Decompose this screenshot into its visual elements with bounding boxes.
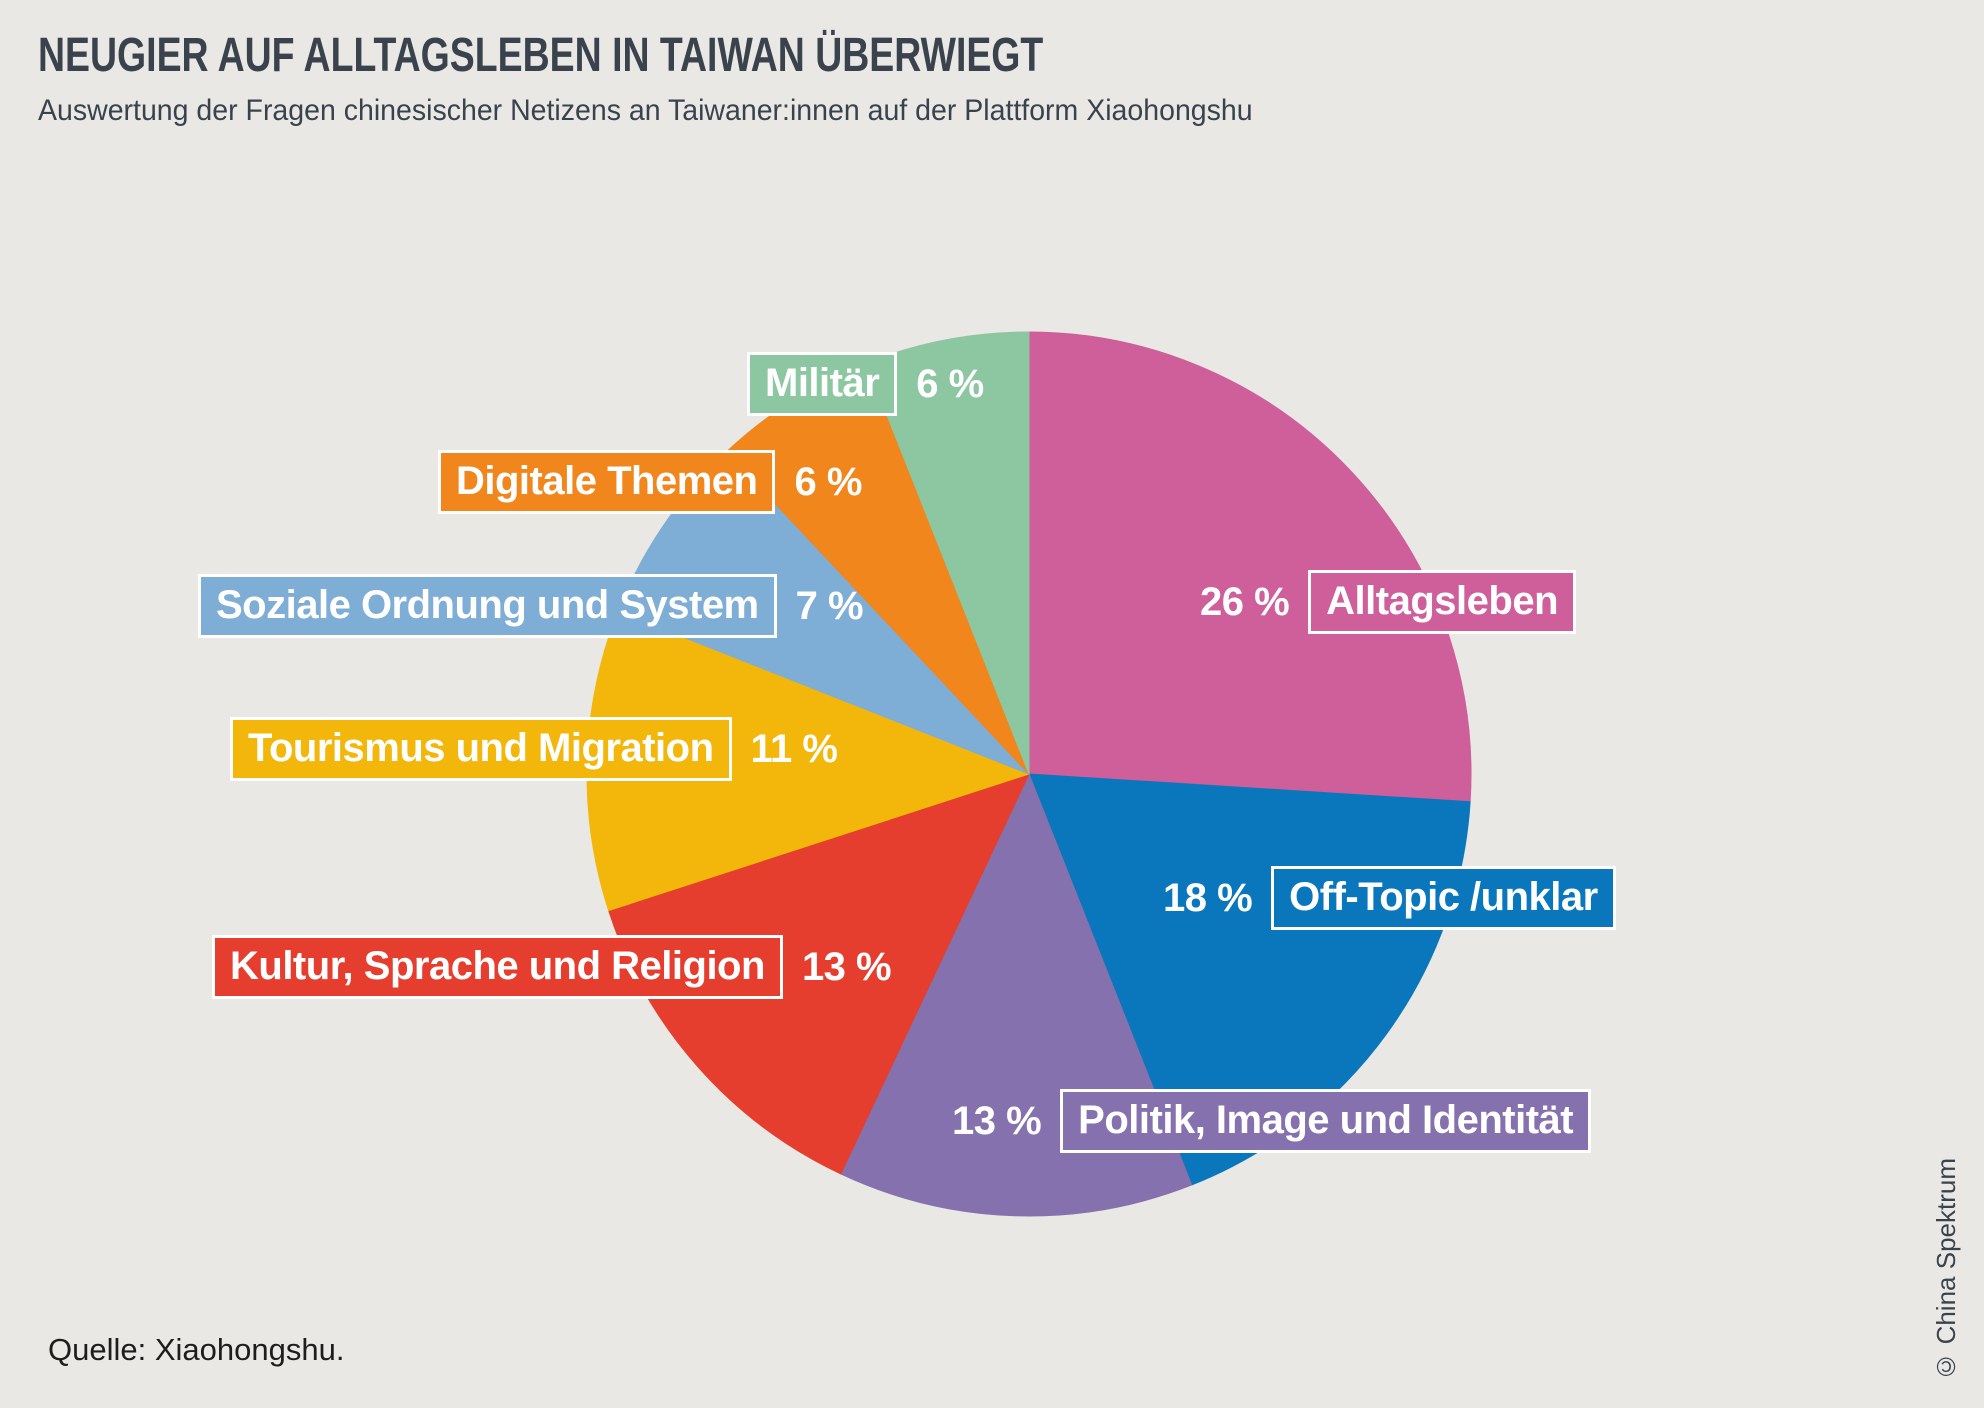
percent-value-tourismus: 11 % [750,726,838,771]
category-tag-politik: Politik, Image und Identität [1060,1089,1592,1153]
pie-slice-0 [1028,331,1472,803]
percent-value-off-topic: 18 % [1163,875,1253,920]
pie-label-politik: 13 % Politik, Image und Identität [952,1089,1592,1153]
source-note: Quelle: Xiaohongshu. [48,1332,345,1367]
pie-label-digitale-themen: Digitale Themen 6 % [438,450,862,514]
percent-value-militaer: 6 % [916,361,984,406]
percent-value-alltagsleben: 26 % [1200,579,1290,624]
pie-label-tourismus: Tourismus und Migration 11 % [230,717,838,781]
percent-value-politik: 13 % [952,1098,1042,1143]
percent-value-kultur: 13 % [801,944,892,989]
pie-label-militaer: Militär 6 % [747,352,984,416]
category-tag-tourismus: Tourismus und Migration [230,717,732,781]
category-tag-militaer: Militär [747,352,898,416]
category-tag-kultur: Kultur, Sprache und Religion [212,935,783,999]
category-tag-off-topic: Off-Topic /unklar [1271,866,1616,930]
pie-label-soziale-ordnung: Soziale Ordnung und System 7 % [198,574,864,638]
category-tag-digitale-themen: Digitale Themen [438,450,776,514]
percent-value-soziale-ordnung: 7 % [795,583,864,628]
header: NEUGIER AUF ALLTAGSLEBEN IN TAIWAN ÜBERW… [38,29,1327,129]
pie-label-kultur: Kultur, Sprache und Religion 13 % [212,935,892,999]
copyright-credit: © China Spektrum [1931,1158,1961,1382]
percent-value-digitale-themen: 6 % [794,459,862,504]
pie-label-alltagsleben: 26 % Alltagsleben [1200,570,1577,634]
category-tag-soziale-ordnung: Soziale Ordnung und System [198,574,777,638]
category-tag-alltagsleben: Alltagsleben [1308,570,1577,634]
pie-label-off-topic: 18 % Off-Topic /unklar [1163,866,1616,930]
page-title: NEUGIER AUF ALLTAGSLEBEN IN TAIWAN ÜBERW… [38,29,1044,82]
page-subtitle: Auswertung der Fragen chinesischer Netiz… [38,93,1253,127]
